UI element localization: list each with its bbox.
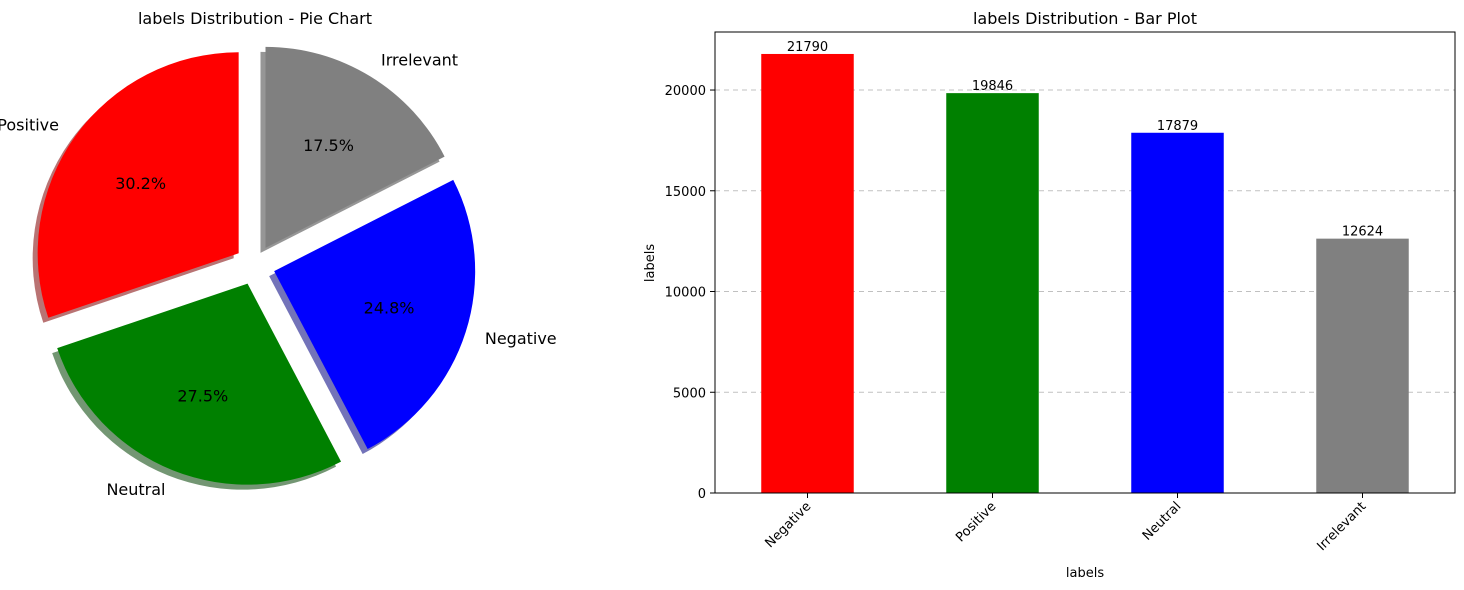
pie-category-label-negative: Negative: [485, 329, 557, 348]
bar-value-label-neutral: 17879: [1157, 119, 1198, 134]
bar-value-label-irrelevant: 12624: [1342, 225, 1383, 240]
bar-positive: [946, 93, 1039, 493]
pie-slice-neutral: [57, 283, 342, 485]
bar-neutral: [1131, 132, 1224, 493]
bar-bars: 21790 19846 17879 12624: [761, 40, 1409, 493]
bar-x-tick-label-negative: Negative: [762, 499, 814, 551]
bar-y-tick-label: 0: [698, 487, 706, 502]
bar-chart-title: labels Distribution - Bar Plot: [973, 9, 1197, 28]
bar-y-tick-label: 20000: [665, 84, 706, 99]
bar-y-tick-label: 5000: [673, 386, 706, 401]
bar-axes-frame: [714, 31, 1456, 494]
pie-category-label-positive: Positive: [0, 115, 59, 134]
bar-y-tick-label: 10000: [665, 286, 706, 301]
bar-x-tick-label-irrelevant: Irrelevant: [1314, 499, 1369, 554]
pie-percent-label-positive: 30.2%: [115, 174, 166, 193]
bar-x-tick-label-neutral: Neutral: [1140, 499, 1185, 544]
pie-percent-label-irrelevant: 17.5%: [303, 136, 354, 155]
bar-chart: labels Distribution - Bar Plot 21790 1984…: [643, 9, 1456, 581]
pie-labels: 30.2% Positive 27.5% Neutral 24.8% Negative 17…: [0, 50, 557, 499]
pie-chart-title: labels Distribution - Pie Chart: [138, 9, 372, 28]
bar-y-axis-label: labels: [643, 244, 658, 282]
bar-negative: [761, 53, 854, 493]
pie-slice-positive: [37, 52, 239, 318]
bar-x-axis-label: labels: [1066, 566, 1104, 581]
bar-value-label-positive: 19846: [972, 79, 1013, 94]
pie-percent-label-negative: 24.8%: [364, 299, 415, 318]
pie-slices: [37, 46, 476, 485]
pie-percent-label-neutral: 27.5%: [177, 387, 228, 406]
pie-category-label-neutral: Neutral: [106, 480, 165, 499]
pie-category-label-irrelevant: Irrelevant: [381, 50, 458, 69]
bar-x-tick-label-positive: Positive: [953, 499, 999, 545]
bar-irrelevant: [1316, 238, 1409, 493]
bar-y-tick-label: 15000: [665, 185, 706, 200]
pie-slice-negative: [274, 179, 476, 450]
bar-value-label-negative: 21790: [787, 40, 828, 55]
pie-slice-irrelevant: [265, 46, 445, 248]
pie-chart: labels Distribution - Pie Chart 30.2% Pos…: [0, 9, 557, 499]
